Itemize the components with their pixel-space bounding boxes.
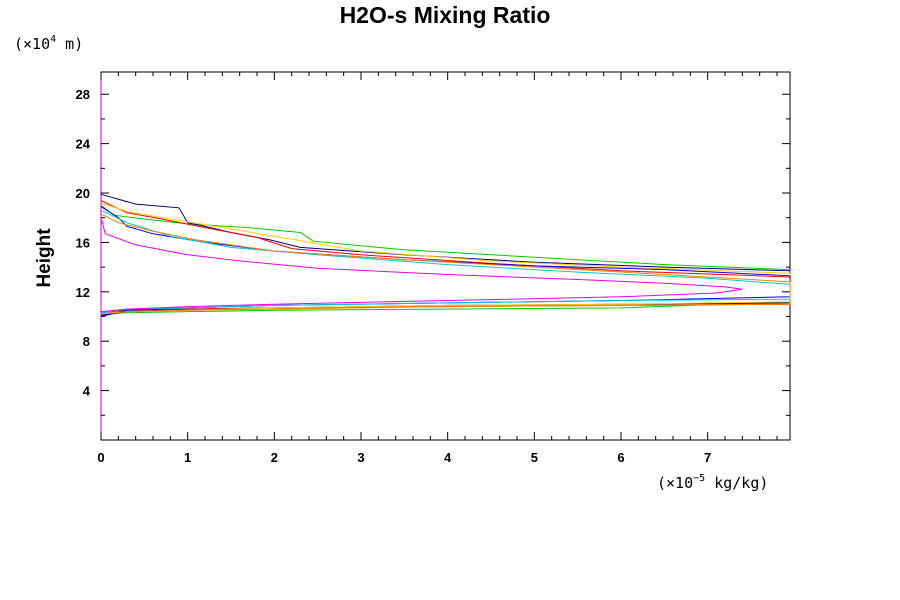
y-tick-label: 28: [76, 87, 90, 102]
y-tick-label: 24: [76, 137, 91, 152]
x-tick-label: 6: [617, 450, 624, 465]
y-tick-label: 8: [83, 334, 90, 349]
series-line: [100, 213, 791, 315]
y-unit-label: (×104 m): [14, 34, 83, 53]
plot-frame: [100, 71, 791, 441]
x-tick-label: 2: [271, 450, 278, 465]
x-tick-label: 4: [444, 450, 452, 465]
x-tick-label: 1: [184, 450, 191, 465]
x-tick-label: 7: [704, 450, 711, 465]
series-line: [100, 202, 791, 315]
x-unit-label: (×10−5 kg/kg): [657, 473, 768, 492]
x-tick-label: 3: [357, 450, 364, 465]
y-tick-label: 20: [76, 186, 90, 201]
chart-title: H2O-s Mixing Ratio: [340, 2, 551, 28]
data-series: [100, 193, 791, 317]
series-line: [100, 193, 791, 316]
series-line: [100, 209, 791, 314]
y-tick-label: 4: [83, 384, 91, 399]
x-tick-label: 5: [531, 450, 538, 465]
y-tick-label: 12: [76, 285, 90, 300]
y-axis-label: Height: [34, 228, 55, 288]
series-line: [100, 217, 743, 313]
series-line: [100, 205, 791, 315]
x-tick-label: 0: [97, 450, 104, 465]
y-tick-label: 16: [76, 235, 90, 250]
